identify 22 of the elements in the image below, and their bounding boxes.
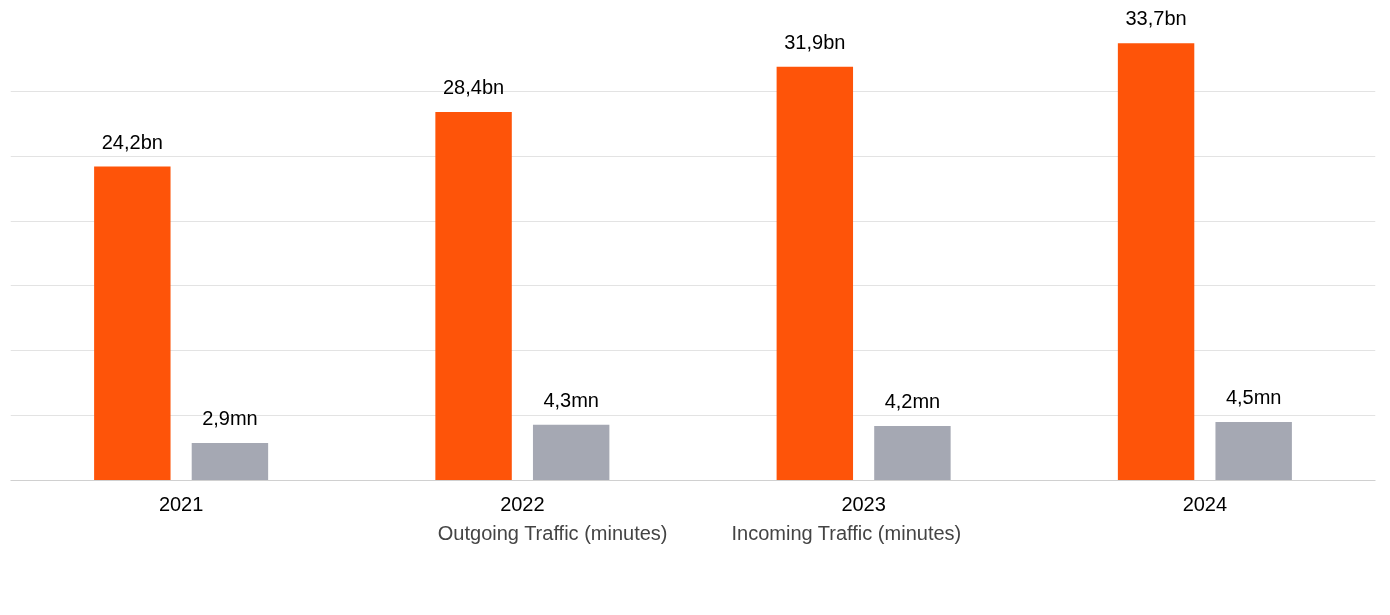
bar [435, 112, 512, 481]
x-tick-label: 2022 [500, 492, 545, 515]
bar [191, 442, 269, 481]
x-tick-label: 2023 [841, 492, 886, 515]
bar [532, 424, 610, 481]
data-label: 4,2mn [884, 390, 941, 413]
text: Incoming Traffic (minutes) [731, 521, 962, 545]
bar [1215, 422, 1292, 481]
data-label: 24,2bn [101, 130, 163, 153]
bar [874, 426, 951, 481]
bar [94, 166, 171, 481]
data-label: 4,5mn [1225, 386, 1282, 409]
bar [776, 66, 854, 481]
x-tick-label: 2024 [1182, 492, 1228, 515]
data-label: 33,7bn [1125, 7, 1187, 30]
data-label: 2,9mn [202, 406, 258, 429]
x-tick-label: 2021 [158, 492, 204, 515]
data-label: 4,3mn [543, 388, 599, 411]
text: Outgoing Traffic (minutes) [437, 521, 668, 545]
bar [1117, 43, 1195, 481]
data-label: 28,4bn [442, 76, 505, 99]
data-label: 31,9bn [784, 30, 846, 53]
